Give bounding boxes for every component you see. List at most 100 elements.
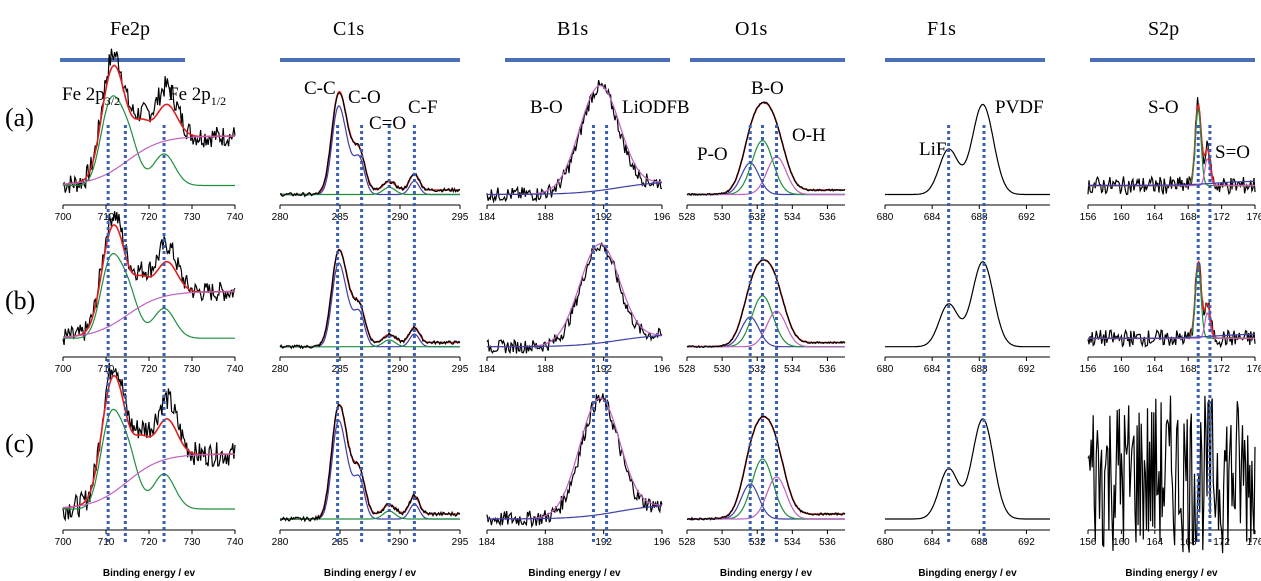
series-raw: [1087, 395, 1256, 554]
panel-b1s-row-2: 184 188 192 196: [479, 241, 671, 375]
series-raw: [686, 101, 846, 197]
panel-header-bar: [505, 58, 670, 62]
x-tick-label: 530: [714, 537, 731, 548]
panel-fe2p-row-2: 700 710 720 730 740: [55, 211, 244, 375]
c1s-co-label: C-O: [348, 87, 381, 108]
series-magenta: [487, 397, 663, 520]
series-fit: [687, 259, 845, 348]
x-tick-label: 172: [1213, 364, 1230, 375]
series-blue: [487, 334, 663, 348]
series-fit: [63, 374, 235, 509]
panel-c1s-row-3: 280 285 290 295 Binding energy / ev: [272, 402, 469, 579]
series-raw: [1087, 260, 1256, 349]
x-axis-label: Binding energy / ev: [103, 568, 196, 579]
series-blue: [280, 419, 460, 520]
x-tick-label: 164: [1146, 364, 1163, 375]
panel-header-bar: [1090, 58, 1255, 62]
x-tick-label: 710: [98, 212, 115, 223]
x-tick-label: 192: [595, 364, 612, 375]
panel-c1s-row-2: 280 285 290 295: [272, 248, 469, 375]
panel-header-bar: [885, 58, 1045, 62]
x-tick-label: 160: [1113, 364, 1130, 375]
series-green: [63, 95, 235, 187]
x-tick-label: 740: [227, 212, 244, 223]
x-tick-label: 720: [141, 537, 158, 548]
x-tick-label: 688: [971, 537, 988, 548]
x-tick-label: 295: [452, 364, 469, 375]
x-tick-label: 188: [537, 212, 554, 223]
x-tick-label: 188: [537, 537, 554, 548]
x-tick-label: 192: [595, 212, 612, 223]
x-tick-label: 196: [654, 537, 671, 548]
panel-title-f1s: F1s: [927, 18, 956, 40]
series-raw: [686, 415, 846, 521]
x-tick-label: 740: [227, 537, 244, 548]
x-tick-label: 532: [749, 364, 766, 375]
series-green: [687, 295, 845, 348]
panel-title-s2p: S2p: [1148, 18, 1179, 40]
x-tick-label: 534: [784, 537, 801, 548]
series-green: [280, 510, 460, 520]
x-tick-label: 528: [679, 364, 696, 375]
o1s-po-label: P-O: [697, 144, 728, 165]
x-tick-label: 156: [1080, 537, 1097, 548]
x-tick-label: 710: [98, 537, 115, 548]
x-tick-label: 192: [595, 537, 612, 548]
series-fit: [280, 248, 460, 348]
x-tick-label: 688: [971, 364, 988, 375]
x-tick-label: 168: [1180, 364, 1197, 375]
x-tick-label: 720: [141, 364, 158, 375]
x-tick-label: 184: [479, 364, 496, 375]
panel-header-bar: [690, 58, 845, 62]
panel-o1s-row-3: 528 530 532 534 536 Binding energy / ev: [679, 415, 846, 579]
x-axis-label: Binding energy / ev: [1125, 568, 1218, 579]
x-tick-label: 536: [819, 364, 836, 375]
x-tick-label: 730: [184, 537, 201, 548]
panel-c1s-row-1: 280 285 290 295: [272, 90, 469, 223]
panel-b1s-row-3: 184 188 192 196 Binding energy / ev: [479, 393, 671, 579]
x-tick-label: 290: [392, 212, 409, 223]
x-tick-label: 280: [272, 212, 289, 223]
panel-f1s-row-3: 680 684 688 692 Bingding energy / ev: [877, 418, 1050, 579]
series-raw: [486, 393, 663, 529]
series-raw: [885, 261, 1050, 348]
x-axis-label: Bingding energy / ev: [918, 568, 1017, 579]
x-tick-label: 536: [819, 212, 836, 223]
x-tick-label: 176: [1247, 364, 1261, 375]
x-tick-label: 280: [272, 537, 289, 548]
c1s-cf-label: C-F: [408, 97, 438, 118]
series-blue: [280, 262, 460, 348]
series-green: [280, 186, 460, 196]
x-tick-label: 156: [1080, 364, 1097, 375]
x-tick-label: 688: [971, 212, 988, 223]
fe2p-3-2-label: Fe 2p3/2: [62, 84, 120, 108]
fe2p-3-2-main: Fe 2p: [62, 84, 105, 105]
row-label-c: (c): [5, 429, 34, 458]
x-tick-label: 164: [1146, 212, 1163, 223]
fe2p-3-2-sub: 3/2: [105, 94, 120, 108]
x-tick-label: 156: [1080, 212, 1097, 223]
x-tick-label: 720: [141, 212, 158, 223]
f1s-pvdf-label: PVDF: [995, 97, 1044, 118]
x-tick-label: 184: [479, 537, 496, 548]
series-raw: [280, 402, 461, 523]
x-tick-label: 196: [654, 212, 671, 223]
series-fit: [1088, 260, 1255, 340]
x-tick-label: 692: [1018, 212, 1035, 223]
x-tick-label: 710: [98, 364, 115, 375]
series-fit: [280, 403, 460, 520]
o1s-oh-label: O-H: [792, 125, 826, 146]
x-tick-label: 700: [55, 537, 72, 548]
x-axis-label: Binding energy / ev: [720, 568, 813, 579]
x-tick-label: 285: [332, 212, 349, 223]
x-tick-label: 532: [749, 537, 766, 548]
x-tick-label: 692: [1018, 537, 1035, 548]
series-raw: [686, 259, 846, 349]
panel-header-bar: [60, 58, 185, 62]
x-tick-label: 184: [479, 212, 496, 223]
x-tick-label: 730: [184, 212, 201, 223]
x-tick-label: 176: [1247, 212, 1261, 223]
series-magenta: [63, 453, 235, 509]
x-tick-label: 684: [924, 537, 941, 548]
row-label-b: (b): [5, 286, 35, 315]
